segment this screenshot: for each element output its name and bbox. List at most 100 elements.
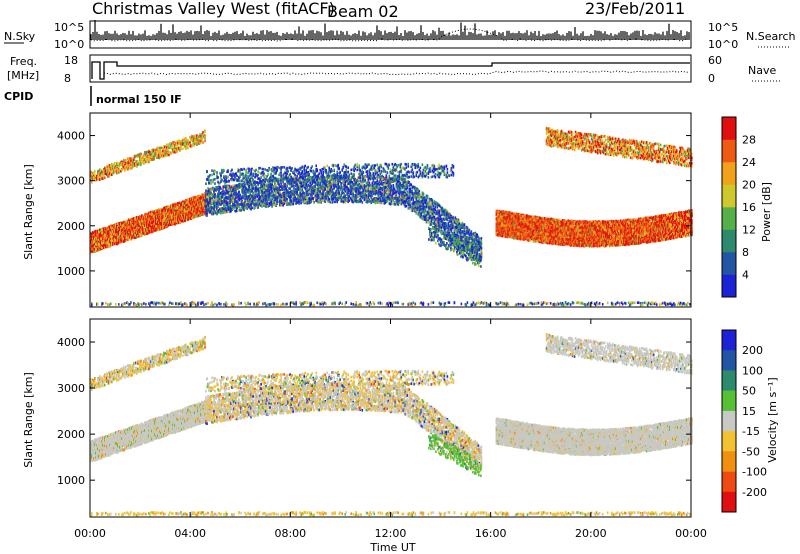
power-cell xyxy=(135,236,137,239)
power-cell xyxy=(128,224,130,228)
power-cell xyxy=(240,209,242,212)
power-cell xyxy=(92,241,94,245)
power-cell xyxy=(128,237,130,241)
power-heatmap-cells xyxy=(90,126,693,307)
power-cell xyxy=(111,233,113,237)
power-cell xyxy=(130,235,132,239)
power-cell xyxy=(105,227,107,230)
power-cell xyxy=(153,211,155,215)
power-cell xyxy=(93,248,95,252)
power-cell xyxy=(124,236,126,240)
power-cell xyxy=(97,238,99,242)
power-cell xyxy=(163,150,165,153)
power-cell xyxy=(135,224,137,227)
power-cell xyxy=(99,243,101,246)
power-cell xyxy=(151,229,153,232)
power-cell xyxy=(116,226,118,230)
power-cell xyxy=(99,228,101,232)
power-cell xyxy=(105,233,107,237)
power-cell xyxy=(145,225,147,229)
power-cell xyxy=(118,224,120,227)
power-cell xyxy=(130,229,132,232)
power-cell xyxy=(101,241,103,244)
power-cell xyxy=(118,221,120,225)
power-cell xyxy=(141,222,143,226)
power-cell xyxy=(144,213,146,216)
power-cell xyxy=(135,218,137,221)
power-cell xyxy=(99,246,101,250)
power-cell xyxy=(141,230,143,233)
power-cell xyxy=(149,150,151,154)
power-cell xyxy=(98,238,100,241)
power-cell xyxy=(134,236,136,239)
power-cell xyxy=(210,191,212,195)
power-cell xyxy=(126,225,128,229)
power-cell xyxy=(242,196,244,200)
power-cell xyxy=(130,222,132,226)
power-cell xyxy=(112,243,114,246)
power-cell xyxy=(127,224,129,228)
power-cell xyxy=(124,229,126,233)
power-cell xyxy=(117,239,119,242)
date-label: 23/Feb/2011 xyxy=(585,0,685,18)
power-cell xyxy=(100,237,102,241)
power-cell xyxy=(95,234,97,237)
power-cell xyxy=(191,144,193,148)
nsky-tick-bottom: 10^0 xyxy=(54,38,84,51)
power-cell xyxy=(110,235,112,238)
power-cell xyxy=(116,238,118,241)
power-cell xyxy=(98,233,100,236)
power-cell xyxy=(116,241,118,244)
power-cell xyxy=(145,218,147,221)
power-cell xyxy=(128,227,130,231)
power-cell xyxy=(92,244,94,248)
nsky-panel: N.Sky 10^5 10^0 10^5 10^0 N.Search xyxy=(4,20,796,51)
power-cell xyxy=(112,230,114,233)
power-cell xyxy=(96,237,98,240)
power-cell xyxy=(166,143,168,147)
power-cell xyxy=(122,228,124,231)
power-cell xyxy=(99,231,101,234)
nave-label: Nave xyxy=(748,64,776,77)
power-cell xyxy=(134,226,136,230)
power-cell xyxy=(156,213,158,216)
power-cell xyxy=(96,240,98,244)
power-cell xyxy=(248,184,250,188)
power-cell xyxy=(215,195,217,198)
power-cell xyxy=(153,157,155,160)
power-cell xyxy=(113,228,115,232)
power-cell xyxy=(116,224,118,227)
power-cell xyxy=(213,202,215,205)
power-cell xyxy=(142,231,144,234)
power-cell xyxy=(151,213,153,216)
power-cell xyxy=(92,239,94,242)
power-cell xyxy=(124,231,126,235)
power-cell xyxy=(154,225,156,228)
power-cell xyxy=(153,222,155,225)
power-cell xyxy=(157,214,159,218)
power-cell xyxy=(142,219,144,223)
power-cell xyxy=(227,210,229,214)
power-cell xyxy=(170,152,172,155)
power-cell xyxy=(147,232,149,235)
power-cell xyxy=(143,216,145,219)
power-cell xyxy=(122,234,124,238)
power-cell xyxy=(95,249,97,253)
power-cell xyxy=(96,248,98,251)
nsearch-tick-bottom: 10^0 xyxy=(708,38,738,51)
power-cell xyxy=(141,233,143,236)
power-cell xyxy=(121,236,123,240)
power-cell xyxy=(94,250,96,253)
power-cell xyxy=(143,217,145,221)
power-cell xyxy=(116,229,118,232)
power-cell xyxy=(126,227,128,231)
power-cell xyxy=(95,247,97,251)
power-cell xyxy=(102,233,104,236)
power-cell xyxy=(132,224,134,227)
power-cell xyxy=(138,230,140,233)
power-cell xyxy=(135,234,137,237)
power-cell xyxy=(108,236,110,239)
power-cell xyxy=(140,220,142,224)
